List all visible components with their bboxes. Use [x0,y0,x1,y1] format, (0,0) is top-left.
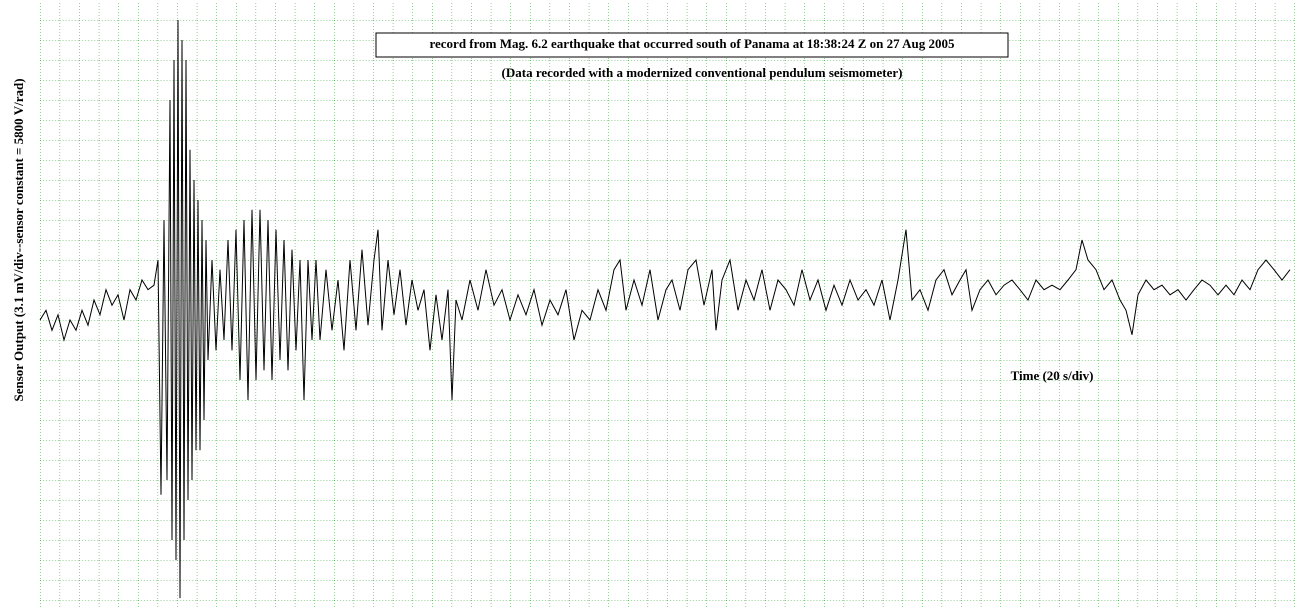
grid [40,3,1295,607]
plot [39,19,1291,599]
x-axis-label: Time (20 s/div) [1011,368,1094,383]
seismogram-trace [39,19,1291,599]
chart-subtitle: (Data recorded with a modernized convent… [502,65,903,80]
y-axis-label: Sensor Output (3.1 mV/div--sensor consta… [11,78,26,401]
title-box [375,32,1009,58]
grid-layer [40,3,1295,607]
chart-title: record from Mag. 6.2 earthquake that occ… [429,36,955,51]
